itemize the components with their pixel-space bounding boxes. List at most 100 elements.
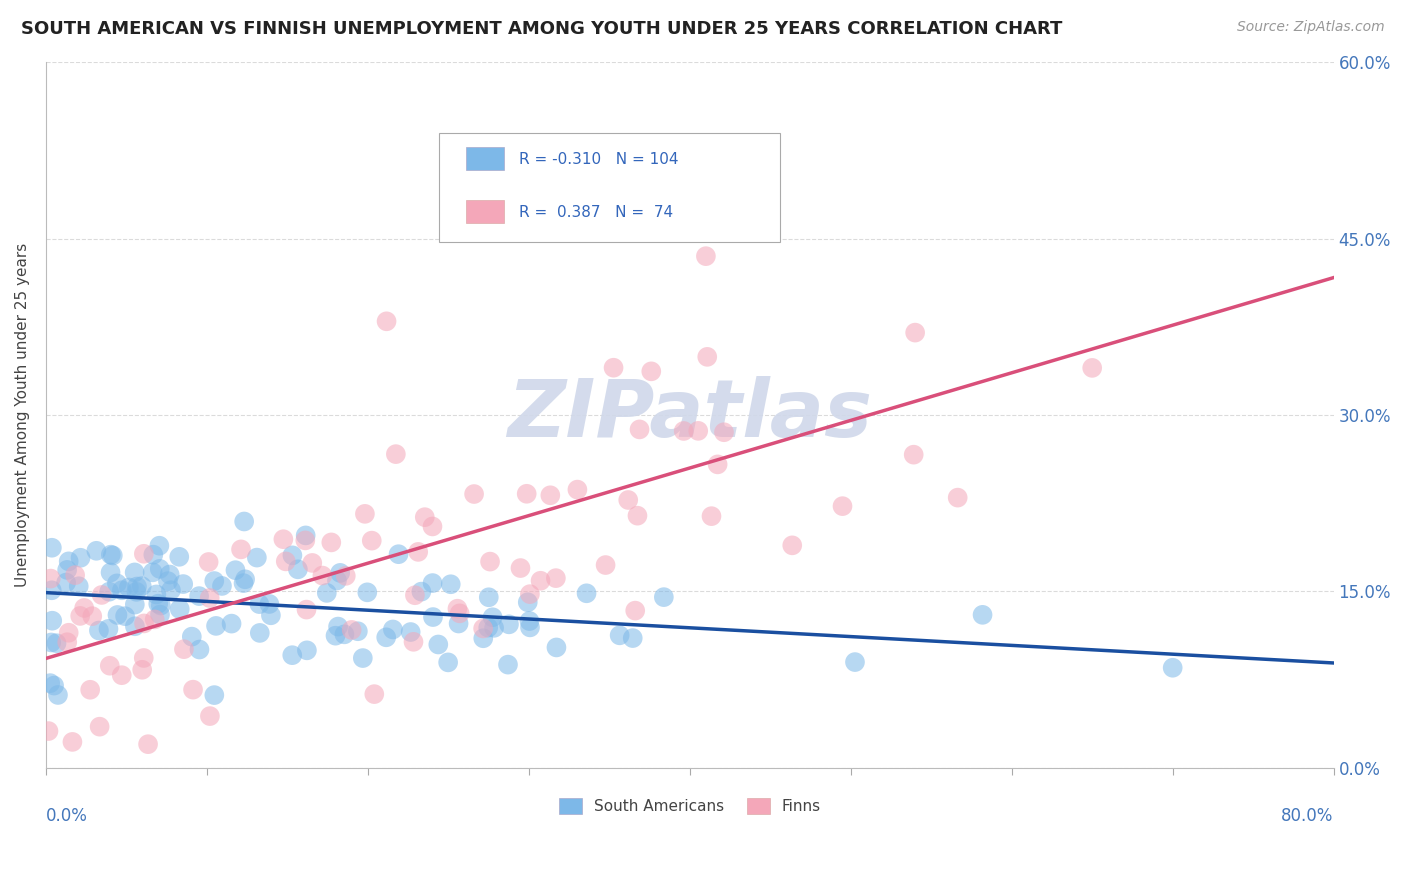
Point — [233, 572, 256, 586]
Point — [173, 642, 195, 657]
Point — [449, 607, 471, 621]
Point — [463, 487, 485, 501]
Point — [402, 635, 425, 649]
Point — [188, 589, 211, 603]
Point — [274, 554, 297, 568]
Point — [354, 507, 377, 521]
Point — [73, 601, 96, 615]
Point — [1161, 661, 1184, 675]
Point — [233, 515, 256, 529]
Point — [972, 607, 994, 622]
Point — [1081, 360, 1104, 375]
Point — [46, 688, 69, 702]
Point — [259, 597, 281, 611]
Point — [325, 629, 347, 643]
Point — [172, 577, 194, 591]
Point — [181, 682, 204, 697]
Point — [136, 737, 159, 751]
Point — [544, 571, 567, 585]
Point — [831, 499, 853, 513]
Point — [188, 642, 211, 657]
Point — [427, 638, 450, 652]
Point — [295, 602, 318, 616]
Point — [387, 547, 409, 561]
Point — [58, 625, 80, 640]
Point — [98, 584, 121, 599]
Point — [56, 635, 79, 649]
Point — [41, 541, 63, 555]
Point — [478, 591, 501, 605]
Point — [124, 619, 146, 633]
Point — [628, 422, 651, 436]
Point — [41, 614, 63, 628]
Text: Source: ZipAtlas.com: Source: ZipAtlas.com — [1237, 20, 1385, 34]
Point — [413, 510, 436, 524]
Point — [249, 626, 271, 640]
Point — [595, 558, 617, 572]
Point — [780, 538, 803, 552]
Point — [202, 574, 225, 588]
Point — [706, 458, 728, 472]
Point — [485, 167, 508, 181]
Point — [149, 599, 172, 613]
Point — [125, 585, 148, 599]
Point — [295, 643, 318, 657]
Point — [142, 566, 165, 580]
Legend: South Americans, Finns: South Americans, Finns — [553, 792, 827, 820]
Point — [132, 616, 155, 631]
Point — [124, 566, 146, 580]
Point — [132, 651, 155, 665]
Point — [640, 364, 662, 378]
Point — [105, 576, 128, 591]
Point — [260, 608, 283, 623]
Point — [375, 630, 398, 644]
Point — [156, 574, 179, 588]
Point — [356, 585, 378, 599]
Point — [946, 491, 969, 505]
Text: R = -0.310   N = 104: R = -0.310 N = 104 — [519, 152, 678, 167]
Point — [700, 509, 723, 524]
Point — [100, 548, 122, 562]
Point — [82, 609, 104, 624]
Point — [124, 598, 146, 612]
Point — [411, 584, 433, 599]
Point — [844, 655, 866, 669]
Point — [202, 688, 225, 702]
Point — [609, 628, 631, 642]
Point — [626, 508, 648, 523]
Point — [422, 519, 444, 533]
Point — [87, 624, 110, 638]
Point — [385, 447, 408, 461]
Point — [381, 623, 404, 637]
Point — [375, 314, 398, 328]
Point — [86, 543, 108, 558]
Point — [472, 622, 495, 636]
Point — [301, 556, 323, 570]
Point — [145, 587, 167, 601]
Point — [131, 579, 153, 593]
Point — [132, 547, 155, 561]
Point — [232, 576, 254, 591]
Point — [509, 561, 531, 575]
Point — [67, 579, 90, 593]
Point — [180, 630, 202, 644]
Point — [621, 631, 644, 645]
Point — [55, 575, 77, 590]
Point — [477, 621, 499, 635]
Point — [111, 583, 134, 598]
Point — [329, 566, 352, 580]
Point — [149, 562, 172, 576]
Point — [575, 586, 598, 600]
Point — [437, 656, 460, 670]
Point — [481, 610, 503, 624]
Point — [516, 595, 538, 609]
Point — [101, 549, 124, 563]
Point — [695, 249, 717, 263]
Point — [69, 550, 91, 565]
Point — [624, 604, 647, 618]
Point — [42, 679, 65, 693]
Point — [315, 586, 337, 600]
Point — [107, 607, 129, 622]
Point — [39, 635, 62, 649]
Point — [114, 609, 136, 624]
